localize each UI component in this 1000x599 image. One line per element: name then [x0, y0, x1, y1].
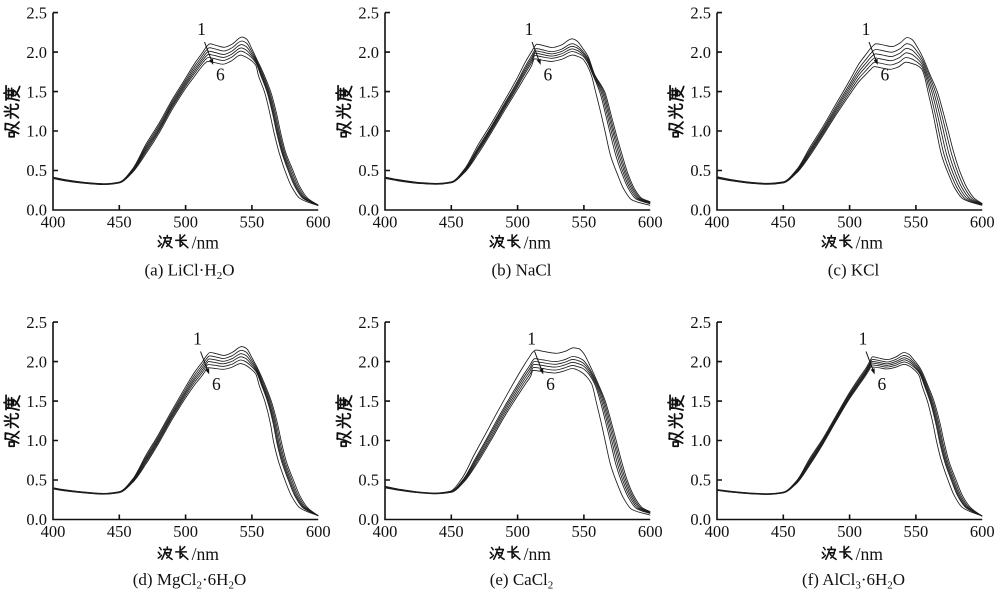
svg-text:6: 6 — [546, 374, 555, 394]
svg-text:/nm: /nm — [524, 544, 552, 564]
svg-text:(a) LiCl·H2O: (a) LiCl·H2O — [144, 261, 234, 283]
svg-text:1: 1 — [862, 19, 871, 39]
svg-text:2.5: 2.5 — [690, 313, 711, 332]
svg-text:0.5: 0.5 — [690, 161, 711, 180]
svg-text:500: 500 — [505, 213, 530, 232]
svg-text:450: 450 — [107, 522, 132, 541]
svg-text:6: 6 — [878, 374, 887, 394]
svg-text:400: 400 — [373, 522, 398, 541]
svg-text:550: 550 — [240, 522, 265, 541]
svg-text:600: 600 — [638, 213, 663, 232]
svg-text:400: 400 — [705, 522, 730, 541]
svg-text:550: 550 — [572, 213, 597, 232]
svg-text:1.0: 1.0 — [26, 431, 47, 450]
svg-text:2.0: 2.0 — [690, 352, 711, 371]
svg-text:400: 400 — [373, 213, 398, 232]
svg-text:0.5: 0.5 — [358, 471, 379, 490]
svg-text:1: 1 — [193, 329, 202, 349]
svg-text:6: 6 — [544, 65, 553, 85]
svg-text:0.0: 0.0 — [358, 201, 379, 220]
svg-text:2.5: 2.5 — [358, 313, 379, 332]
svg-text:2.0: 2.0 — [26, 43, 47, 62]
svg-text:1.5: 1.5 — [26, 82, 47, 101]
svg-text:1: 1 — [859, 329, 868, 349]
svg-text:2.0: 2.0 — [358, 352, 379, 371]
svg-text:(d) MgCl2·6H2O: (d) MgCl2·6H2O — [133, 570, 246, 592]
svg-text:0.0: 0.0 — [690, 510, 711, 529]
svg-text:450: 450 — [107, 213, 132, 232]
svg-text:500: 500 — [173, 522, 198, 541]
svg-text:1.5: 1.5 — [358, 392, 379, 411]
svg-text:2.5: 2.5 — [358, 3, 379, 22]
svg-text:550: 550 — [240, 213, 265, 232]
svg-text:400: 400 — [705, 213, 730, 232]
svg-text:1.0: 1.0 — [690, 431, 711, 450]
svg-text:(f) AlCl3·6H2O: (f) AlCl3·6H2O — [802, 570, 905, 592]
svg-text:0.5: 0.5 — [26, 161, 47, 180]
svg-text:600: 600 — [306, 522, 331, 541]
svg-text:6: 6 — [212, 374, 221, 394]
svg-text:1.5: 1.5 — [690, 392, 711, 411]
svg-text:550: 550 — [904, 213, 929, 232]
svg-text:(e) CaCl2: (e) CaCl2 — [490, 570, 554, 592]
svg-text:0.5: 0.5 — [358, 161, 379, 180]
svg-text:600: 600 — [306, 213, 331, 232]
svg-text:400: 400 — [41, 213, 66, 232]
svg-text:1.0: 1.0 — [690, 122, 711, 141]
svg-text:500: 500 — [837, 522, 862, 541]
svg-text:500: 500 — [505, 522, 530, 541]
svg-text:2.0: 2.0 — [690, 43, 711, 62]
svg-text:6: 6 — [216, 65, 225, 85]
svg-text:2.0: 2.0 — [358, 43, 379, 62]
svg-text:2.0: 2.0 — [26, 352, 47, 371]
svg-text:1.0: 1.0 — [358, 122, 379, 141]
svg-text:1.5: 1.5 — [690, 82, 711, 101]
svg-text:(b) NaCl: (b) NaCl — [492, 261, 552, 280]
svg-text:1: 1 — [197, 19, 206, 39]
svg-text:1.5: 1.5 — [358, 82, 379, 101]
svg-text:0.0: 0.0 — [26, 201, 47, 220]
svg-text:1.0: 1.0 — [358, 431, 379, 450]
svg-text:600: 600 — [970, 522, 995, 541]
svg-text:/nm: /nm — [524, 232, 552, 252]
svg-text:6: 6 — [881, 65, 890, 85]
svg-text:600: 600 — [970, 213, 995, 232]
svg-text:400: 400 — [41, 522, 66, 541]
svg-text:1: 1 — [525, 19, 534, 39]
svg-text:/nm: /nm — [192, 232, 220, 252]
svg-text:450: 450 — [771, 522, 796, 541]
svg-text:600: 600 — [638, 522, 663, 541]
svg-text:1.0: 1.0 — [26, 122, 47, 141]
svg-text:0.0: 0.0 — [358, 510, 379, 529]
svg-text:2.5: 2.5 — [26, 3, 47, 22]
svg-text:(c) KCl: (c) KCl — [828, 261, 880, 280]
svg-text:0.0: 0.0 — [26, 510, 47, 529]
svg-text:/nm: /nm — [856, 232, 884, 252]
svg-text:550: 550 — [572, 522, 597, 541]
svg-text:450: 450 — [771, 213, 796, 232]
svg-text:2.5: 2.5 — [690, 3, 711, 22]
svg-text:450: 450 — [439, 522, 464, 541]
svg-text:2.5: 2.5 — [26, 313, 47, 332]
svg-text:0.5: 0.5 — [26, 471, 47, 490]
svg-text:500: 500 — [173, 213, 198, 232]
svg-text:/nm: /nm — [856, 544, 884, 564]
svg-text:450: 450 — [439, 213, 464, 232]
svg-text:1.5: 1.5 — [26, 392, 47, 411]
svg-text:/nm: /nm — [192, 544, 220, 564]
svg-text:1: 1 — [527, 329, 536, 349]
svg-text:500: 500 — [837, 213, 862, 232]
svg-text:0.5: 0.5 — [690, 471, 711, 490]
svg-text:550: 550 — [904, 522, 929, 541]
svg-text:0.0: 0.0 — [690, 201, 711, 220]
